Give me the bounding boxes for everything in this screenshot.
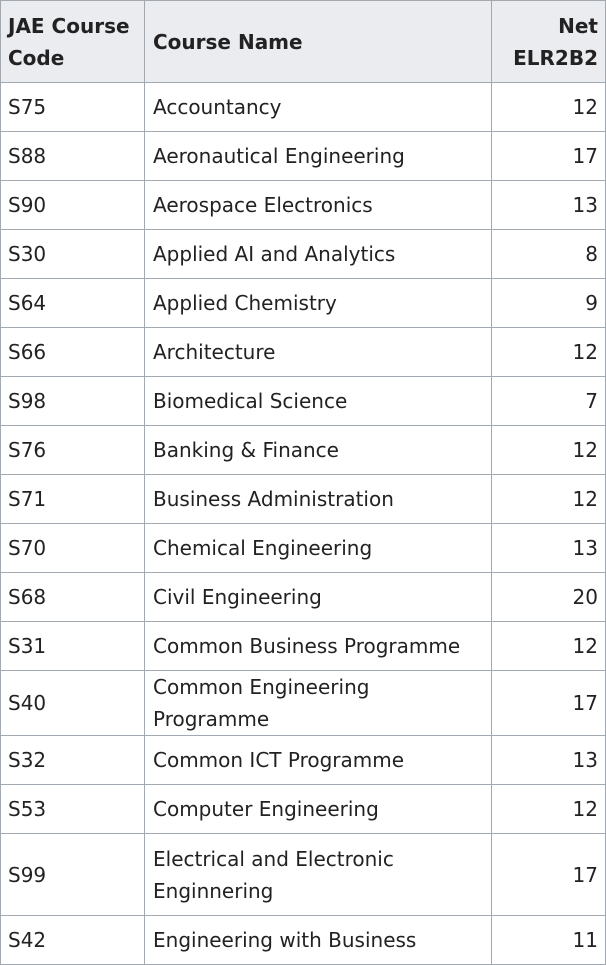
- course-code-cell: S40: [0, 670, 145, 736]
- net-elr2b2-cell: 17: [491, 833, 606, 916]
- course-name-cell: Biomedical Science: [144, 376, 492, 426]
- header-course-code: JAE Course Code: [0, 0, 145, 83]
- course-code-cell: S30: [0, 229, 145, 279]
- course-name-cell: Architecture: [144, 327, 492, 377]
- table-row: S76 Banking & Finance 12: [0, 425, 606, 475]
- table-row: S66 Architecture 12: [0, 327, 606, 377]
- table-row: S90 Aerospace Electronics 13: [0, 180, 606, 230]
- course-name-cell: Common ICT Programme: [144, 735, 492, 785]
- course-code-cell: S64: [0, 278, 145, 328]
- header-net-elr2b2: Net ELR2B2: [491, 0, 606, 83]
- table-row: S42 Engineering with Business 11: [0, 915, 606, 965]
- course-name-cell: Applied AI and Analytics: [144, 229, 492, 279]
- table-header-row: JAE Course Code Course Name Net ELR2B2: [0, 0, 606, 83]
- course-name-cell: Civil Engineering: [144, 572, 492, 622]
- net-elr2b2-cell: 12: [491, 621, 606, 671]
- net-elr2b2-cell: 12: [491, 327, 606, 377]
- course-code-cell: S76: [0, 425, 145, 475]
- table-row: S75 Accountancy 12: [0, 82, 606, 132]
- table-row: S40 Common Engineering Programme 17: [0, 670, 606, 736]
- net-elr2b2-cell: 12: [491, 474, 606, 524]
- net-elr2b2-cell: 12: [491, 82, 606, 132]
- course-name-cell: Chemical Engineering: [144, 523, 492, 573]
- course-name-cell: Electrical and Electronic Enginnering: [144, 833, 492, 916]
- course-name-cell: Applied Chemistry: [144, 278, 492, 328]
- course-code-cell: S32: [0, 735, 145, 785]
- course-code-cell: S42: [0, 915, 145, 965]
- course-code-cell: S88: [0, 131, 145, 181]
- net-elr2b2-cell: 17: [491, 131, 606, 181]
- table-row: S98 Biomedical Science 7: [0, 376, 606, 426]
- table-row: S30 Applied AI and Analytics 8: [0, 229, 606, 279]
- net-elr2b2-cell: 11: [491, 915, 606, 965]
- course-name-cell: Common Business Programme: [144, 621, 492, 671]
- table-row: S70 Chemical Engineering 13: [0, 523, 606, 573]
- course-name-cell: Accountancy: [144, 82, 492, 132]
- header-course-name: Course Name: [144, 0, 492, 83]
- table-row: S32 Common ICT Programme 13: [0, 735, 606, 785]
- course-name-cell: Computer Engineering: [144, 784, 492, 834]
- course-code-cell: S99: [0, 833, 145, 916]
- table-row: S71 Business Administration 12: [0, 474, 606, 524]
- course-name-cell: Aeronautical Engineering: [144, 131, 492, 181]
- course-code-cell: S31: [0, 621, 145, 671]
- net-elr2b2-cell: 12: [491, 784, 606, 834]
- net-elr2b2-cell: 13: [491, 523, 606, 573]
- table-row: S31 Common Business Programme 12: [0, 621, 606, 671]
- course-code-cell: S75: [0, 82, 145, 132]
- net-elr2b2-cell: 13: [491, 735, 606, 785]
- net-elr2b2-cell: 20: [491, 572, 606, 622]
- course-code-cell: S98: [0, 376, 145, 426]
- net-elr2b2-cell: 7: [491, 376, 606, 426]
- course-code-cell: S68: [0, 572, 145, 622]
- course-code-cell: S70: [0, 523, 145, 573]
- course-code-cell: S71: [0, 474, 145, 524]
- course-name-cell: Aerospace Electronics: [144, 180, 492, 230]
- net-elr2b2-cell: 12: [491, 425, 606, 475]
- net-elr2b2-cell: 9: [491, 278, 606, 328]
- net-elr2b2-cell: 17: [491, 670, 606, 736]
- course-code-cell: S66: [0, 327, 145, 377]
- course-name-cell: Engineering with Business: [144, 915, 492, 965]
- course-name-cell: Business Administration: [144, 474, 492, 524]
- net-elr2b2-cell: 8: [491, 229, 606, 279]
- course-name-cell: Common Engineering Programme: [144, 670, 492, 736]
- table-row: S68 Civil Engineering 20: [0, 572, 606, 622]
- table-row: S99 Electrical and Electronic Enginnerin…: [0, 833, 606, 916]
- table-row: S53 Computer Engineering 12: [0, 784, 606, 834]
- table-body: S75 Accountancy 12 S88 Aeronautical Engi…: [0, 82, 606, 965]
- course-name-cell: Banking & Finance: [144, 425, 492, 475]
- net-elr2b2-cell: 13: [491, 180, 606, 230]
- course-code-cell: S53: [0, 784, 145, 834]
- course-code-cell: S90: [0, 180, 145, 230]
- table-row: S88 Aeronautical Engineering 17: [0, 131, 606, 181]
- table-row: S64 Applied Chemistry 9: [0, 278, 606, 328]
